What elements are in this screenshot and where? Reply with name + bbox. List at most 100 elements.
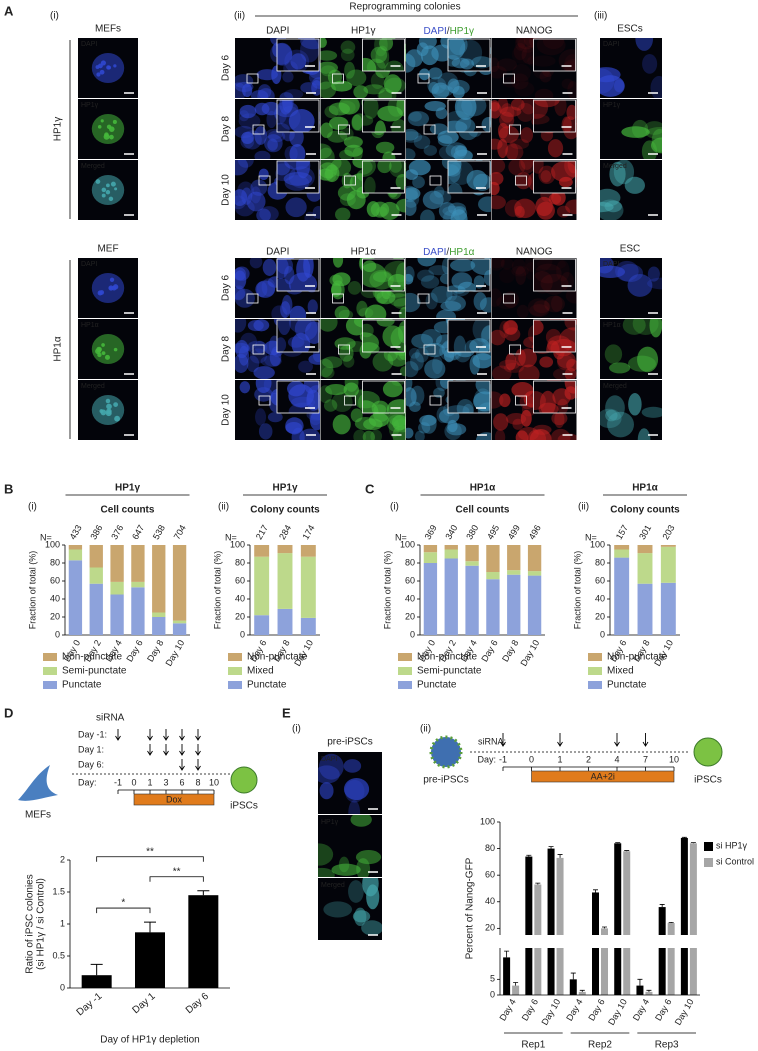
- cell: [535, 196, 553, 217]
- cell: [566, 104, 576, 120]
- cell: [366, 58, 386, 71]
- channel-header: HP1α: [351, 247, 376, 258]
- n-label: N=: [225, 532, 237, 542]
- cell: [453, 149, 473, 159]
- cell: [253, 319, 270, 332]
- bar-segment: [637, 545, 653, 554]
- cell: [539, 70, 552, 83]
- day-label: Day 6: [221, 275, 232, 302]
- cell: [510, 138, 530, 150]
- zoom-box: [332, 73, 344, 84]
- cell: [628, 392, 642, 416]
- significance-label: *: [121, 898, 125, 909]
- cell: [319, 782, 334, 800]
- n-value: 433: [68, 523, 84, 541]
- legend-label: Non-punctate: [247, 652, 307, 663]
- bar: [623, 851, 631, 995]
- cell: [515, 430, 529, 440]
- focus: [114, 415, 121, 422]
- siRNA-arrow: [500, 733, 506, 747]
- n-value: 495: [485, 523, 501, 541]
- focus: [97, 125, 102, 129]
- bar-segment: [172, 623, 187, 635]
- cell: [622, 319, 646, 335]
- cell: [374, 39, 388, 57]
- cell: [422, 190, 444, 210]
- siRNA-arrow: [614, 733, 620, 747]
- cell: [533, 271, 553, 291]
- y-tick-label: 60: [405, 575, 415, 585]
- tile-label: DAPI: [603, 261, 619, 268]
- cell: [607, 411, 634, 438]
- cell: [339, 345, 354, 362]
- x-tick-label: Day 10: [518, 638, 541, 668]
- cell: [448, 161, 462, 177]
- cell: [510, 99, 525, 111]
- tile-label: Merged: [603, 383, 627, 390]
- cell: [557, 355, 575, 371]
- cell: [472, 320, 490, 342]
- cell: [414, 430, 425, 440]
- cell: [277, 337, 287, 352]
- bar-segment: [152, 617, 166, 635]
- cell: [407, 111, 430, 127]
- inset-frame: [276, 380, 320, 414]
- axis-break: [496, 935, 702, 948]
- n-value: 704: [172, 523, 188, 541]
- inset-frame: [276, 258, 320, 292]
- cell: [412, 176, 425, 189]
- cell: [416, 42, 429, 57]
- cell: [382, 381, 403, 398]
- cells-label: iPSCs: [694, 775, 722, 786]
- inset-frame: [276, 99, 320, 133]
- bar: [135, 932, 165, 988]
- cell: [375, 141, 395, 154]
- cell: [351, 114, 363, 131]
- cell: [304, 211, 316, 220]
- cell: [644, 121, 662, 135]
- cell: [424, 359, 446, 379]
- schematic-row-label: Day 1:: [78, 744, 104, 754]
- cell: [627, 274, 653, 297]
- cell: [296, 259, 311, 282]
- focus: [101, 193, 106, 198]
- protein-label: HP1α: [53, 336, 64, 361]
- error-bar: [535, 882, 541, 885]
- cell: [562, 116, 576, 132]
- cell: [376, 206, 388, 217]
- cell: [264, 353, 281, 367]
- error-bar: [637, 978, 643, 986]
- y-tick-label: 100: [590, 539, 605, 549]
- bar: [81, 975, 112, 988]
- n-value: 284: [277, 523, 293, 541]
- cell: [449, 259, 476, 272]
- cell: [417, 269, 435, 282]
- bar-segment: [660, 546, 676, 583]
- bar-segment: [660, 582, 676, 635]
- error-bar: [570, 972, 576, 980]
- cell: [514, 198, 536, 219]
- cell: [362, 262, 387, 288]
- bar-segment: [277, 545, 293, 554]
- cell: [291, 427, 305, 440]
- micrograph: [600, 319, 662, 379]
- timeline-label: 7: [643, 754, 648, 764]
- cell: [239, 381, 251, 394]
- siRNA-arrow: [195, 744, 201, 756]
- cell: [492, 365, 512, 379]
- n-value: 174: [300, 523, 316, 541]
- tile-label: HP1γ: [603, 102, 621, 109]
- cell: [383, 260, 405, 283]
- cell: [235, 189, 248, 206]
- cells-label: ESC: [620, 244, 641, 255]
- schematic-row-label: Day -1:: [78, 729, 107, 739]
- zoom-box: [503, 73, 515, 84]
- panel-label: A: [4, 3, 14, 18]
- y-axis-label: Fraction of total (%): [27, 551, 37, 630]
- cell: [348, 800, 361, 814]
- siRNA-arrow: [179, 744, 185, 756]
- cell: [502, 76, 520, 88]
- bar-segment: [300, 545, 316, 557]
- channel-header: NANOG: [516, 26, 553, 37]
- cell: [235, 82, 246, 98]
